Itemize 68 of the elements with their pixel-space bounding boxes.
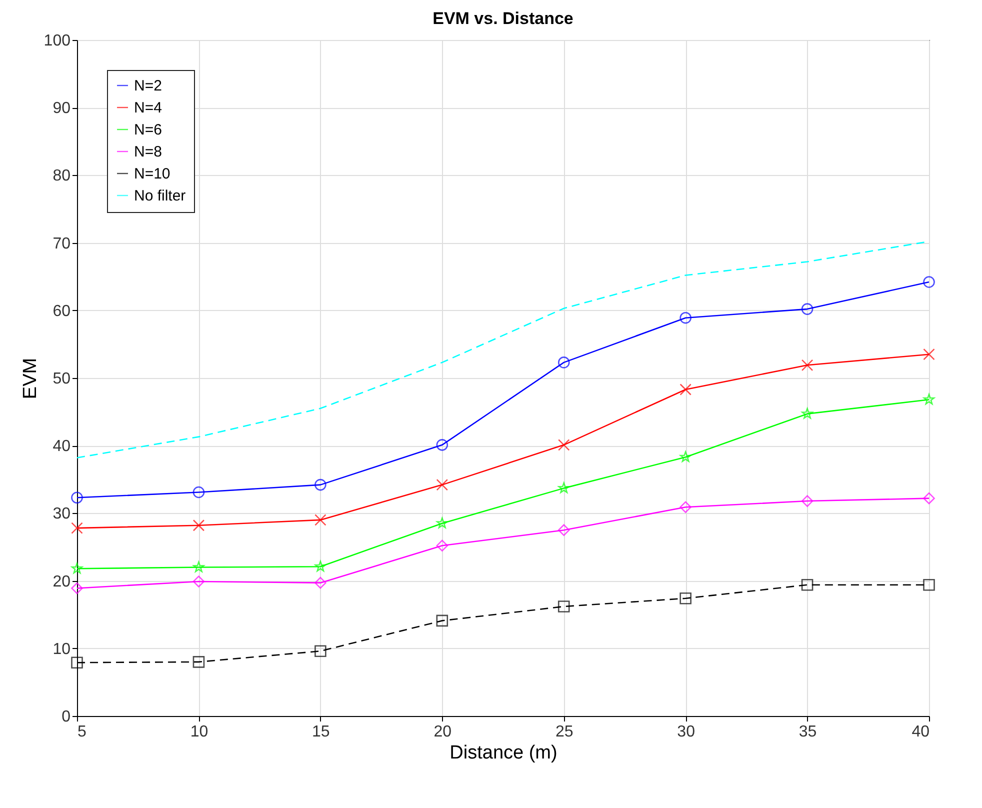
legend-label: N=4	[134, 100, 162, 116]
point	[558, 600, 570, 612]
point	[923, 394, 935, 405]
chart-title: EVM vs. Distance	[432, 9, 574, 28]
point	[801, 495, 814, 507]
y-tick-label: 100	[44, 32, 71, 50]
point	[314, 576, 326, 589]
y-tick-label: 80	[52, 168, 71, 185]
point	[680, 384, 692, 396]
point	[801, 303, 814, 315]
x-tick-label: 25	[555, 724, 574, 740]
point	[193, 561, 204, 572]
point	[71, 656, 83, 668]
point	[801, 359, 814, 372]
point	[436, 517, 448, 528]
y-tick-label: 0	[62, 708, 71, 726]
point	[71, 582, 83, 594]
point	[71, 492, 83, 504]
point	[923, 578, 935, 591]
point	[192, 576, 205, 588]
y-tick-label: 20	[52, 573, 71, 590]
point	[801, 578, 814, 591]
x-tick-label: 30	[677, 724, 696, 740]
legend-label: N=8	[134, 144, 162, 160]
point	[802, 408, 813, 419]
point	[558, 356, 570, 368]
point	[314, 560, 326, 572]
point	[680, 312, 692, 324]
point	[192, 519, 205, 532]
x-tick-label: 15	[312, 724, 330, 740]
point	[680, 592, 692, 604]
legend-label: N=2	[134, 78, 162, 94]
y-tick-label: 60	[52, 302, 71, 320]
y-tick-label: 70	[52, 235, 71, 252]
y-tick-label: 40	[52, 438, 71, 456]
point	[923, 276, 935, 288]
legend-label: N=6	[134, 122, 162, 138]
point	[436, 478, 448, 491]
point	[436, 614, 448, 627]
point	[558, 524, 570, 536]
point	[71, 562, 83, 574]
point	[192, 656, 205, 668]
y-tick-label: 30	[52, 506, 71, 523]
x-tick-label: 10	[190, 724, 208, 740]
x-axis-title: Distance (m)	[450, 742, 558, 764]
point	[923, 492, 935, 504]
point	[680, 501, 692, 514]
point	[436, 540, 448, 552]
point	[314, 478, 326, 491]
x-tick-label: 5	[78, 724, 86, 740]
point	[192, 486, 205, 498]
point	[558, 439, 570, 451]
y-axis-title: EVM	[20, 358, 41, 400]
y-tick-label: 10	[52, 640, 71, 658]
point	[314, 645, 326, 657]
point	[436, 439, 448, 451]
x-tick-label: 20	[434, 724, 452, 740]
point	[71, 522, 83, 534]
x-tick-label: 35	[798, 724, 817, 740]
y-tick-label: 50	[52, 370, 71, 388]
point	[923, 348, 935, 360]
point	[558, 482, 570, 494]
legend-label: N=10	[134, 166, 170, 182]
legend-label: No filter	[134, 188, 186, 204]
point	[314, 514, 326, 526]
x-tick-label: 40	[912, 724, 930, 740]
point	[680, 451, 692, 462]
y-tick-label: 90	[52, 100, 71, 118]
